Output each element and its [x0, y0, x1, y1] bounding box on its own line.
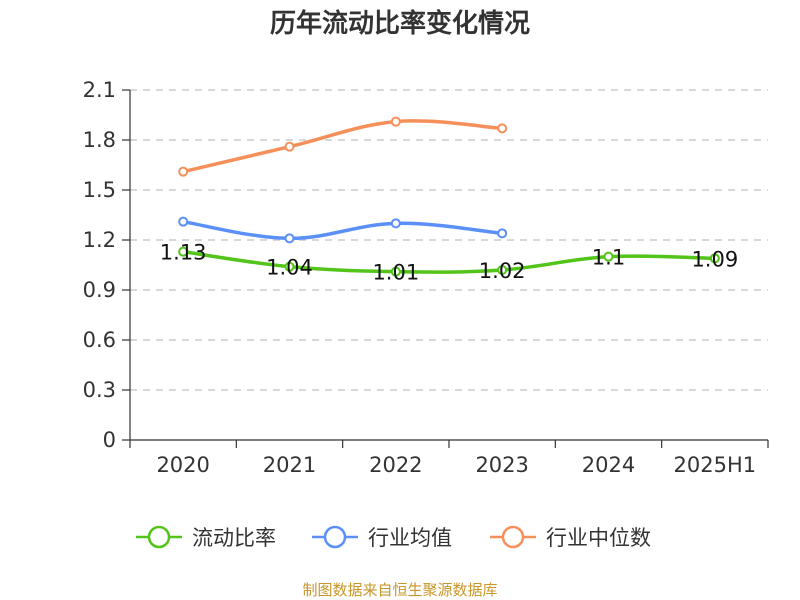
data-point[interactable]: [390, 266, 401, 277]
data-label: 1.04: [266, 256, 313, 280]
data-point[interactable]: [497, 265, 508, 275]
x-tick-label: 2023: [475, 453, 528, 477]
data-point[interactable]: [284, 261, 295, 272]
data-point[interactable]: [178, 166, 189, 177]
legend-label: 流动比率: [192, 526, 276, 550]
y-tick-label: 0.3: [83, 378, 116, 402]
y-tick-label: 0.9: [83, 278, 116, 302]
data-point[interactable]: [284, 233, 295, 244]
source-note: 制图数据来自恒生聚源数据库: [302, 581, 497, 599]
data-label: 1.13: [160, 241, 207, 265]
y-tick-label: 1.5: [83, 178, 116, 202]
data-point[interactable]: [497, 228, 508, 239]
data-label: 1.02: [479, 259, 526, 283]
x-tick-label: 2020: [156, 453, 209, 477]
data-labels: 1.13 1.04 1.01 1.02 1.1 1.09: [160, 241, 738, 285]
chart-title: 历年流动比率变化情况: [270, 8, 530, 39]
x-tick-label: 2021: [263, 453, 316, 477]
series-lines: [178, 116, 720, 277]
grid: [130, 89, 768, 391]
data-point[interactable]: [178, 216, 189, 227]
x-tick-label: 2022: [369, 453, 422, 477]
data-point[interactable]: [390, 116, 401, 127]
series-line: [182, 249, 715, 274]
data-point[interactable]: [284, 141, 295, 152]
y-tick-label: 1.8: [83, 128, 116, 152]
y-tick-label: 2.1: [83, 78, 116, 102]
legend-label: 行业中位数: [546, 526, 651, 550]
data-point[interactable]: [709, 253, 720, 264]
legend-item[interactable]: 行业中位数: [490, 525, 651, 550]
y-tick-label: 0: [103, 428, 116, 452]
y-tick-label: 1.2: [83, 228, 116, 252]
series-line: [182, 119, 503, 174]
legend-item[interactable]: 行业均值: [312, 525, 452, 550]
y-tick-label: 0.6: [83, 328, 116, 352]
legend-marker: [147, 525, 171, 549]
legend[interactable]: 流动比率 行业均值 行业中位数: [136, 525, 651, 550]
axes: 0 0.3 0.6 0.9 1.2 1.5 1.8 2.1 2020 2021 2022 2023 20…: [83, 78, 769, 477]
x-tick-label: 2024: [582, 453, 635, 477]
data-label: 1.01: [372, 261, 419, 285]
legend-item[interactable]: 流动比率: [136, 525, 276, 550]
x-tick-label: 2025H1: [674, 453, 757, 477]
data-label: 1.09: [691, 247, 738, 271]
legend-label: 行业均值: [368, 526, 452, 550]
data-point[interactable]: [390, 218, 401, 229]
data-point[interactable]: [178, 246, 189, 257]
data-point[interactable]: [603, 251, 614, 262]
legend-marker: [323, 525, 347, 549]
data-label: 1.1: [592, 246, 625, 270]
legend-marker: [501, 525, 525, 549]
series-line: [182, 219, 503, 241]
data-point[interactable]: [497, 123, 508, 134]
